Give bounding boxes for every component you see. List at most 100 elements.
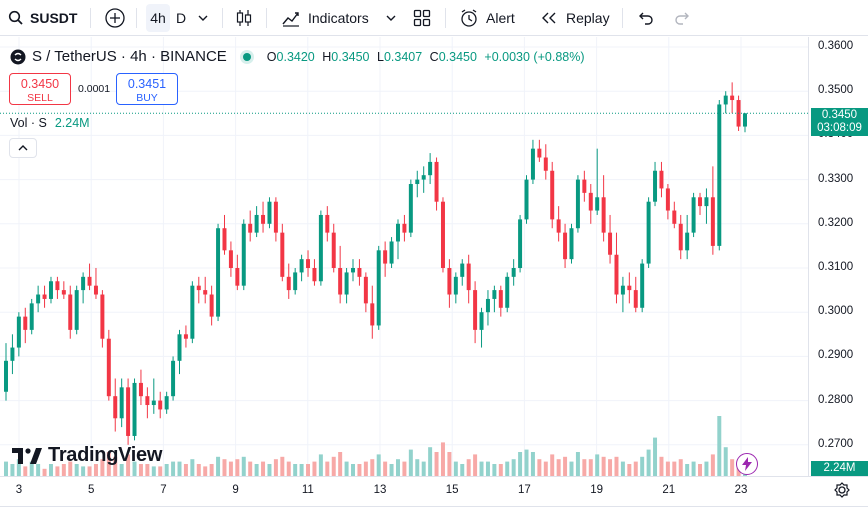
candle-body <box>23 316 28 330</box>
candle-body <box>119 387 124 419</box>
candle-body <box>338 268 343 295</box>
candle-body <box>351 268 356 273</box>
candle-body <box>93 285 98 295</box>
volume-bar <box>582 459 587 476</box>
symbol-search[interactable]: SUSDT <box>8 0 77 36</box>
candle-body <box>61 290 66 295</box>
volume-bar <box>672 461 677 476</box>
volume-bar <box>248 461 253 476</box>
volume-bar <box>601 456 606 476</box>
indicators-button[interactable]: Indicators <box>281 0 369 36</box>
interval-4h-button[interactable]: 4h <box>146 4 170 32</box>
volume-bar <box>440 442 445 476</box>
volume-bar <box>42 468 47 476</box>
volume-bar <box>543 461 548 476</box>
chart-pane[interactable] <box>0 37 808 476</box>
tradingview-logo[interactable]: TradingView <box>12 444 162 467</box>
volume-bar <box>293 464 298 476</box>
indicators-icon <box>282 12 299 27</box>
price-tick-label: 0.2900 <box>818 349 854 362</box>
symbol-logo-icon <box>10 49 26 64</box>
alert-button[interactable]: Alert <box>459 0 515 36</box>
price-tick-label: 0.2800 <box>818 393 854 406</box>
sell-button[interactable]: 0.3450 SELL <box>9 73 71 105</box>
volume-bar <box>23 466 28 476</box>
buy-button[interactable]: 0.3451 BUY <box>116 73 178 105</box>
volume-bar <box>704 461 709 476</box>
candle-body <box>434 161 439 202</box>
replay-button[interactable]: Replay <box>540 0 610 36</box>
volume-bar <box>363 461 368 476</box>
collapse-legend-button[interactable] <box>9 138 37 158</box>
volume-bar <box>640 456 645 476</box>
candle-body <box>530 148 535 180</box>
candle-body <box>575 179 580 229</box>
divider <box>622 8 623 28</box>
time-tick-label: 9 <box>232 484 239 496</box>
candle-body <box>293 272 298 291</box>
volume-bar <box>74 464 79 476</box>
candle-body <box>665 188 670 211</box>
candle-body <box>582 179 587 193</box>
volume-bar <box>325 461 330 476</box>
divider <box>445 8 446 28</box>
lightning-icon <box>742 457 752 471</box>
price-chart[interactable] <box>0 37 808 476</box>
undo-button[interactable] <box>636 0 654 36</box>
candle-body <box>518 219 523 268</box>
volume-bar <box>331 456 336 476</box>
volume-bar <box>447 452 452 476</box>
candle-body <box>389 241 394 264</box>
candle-body <box>614 254 619 295</box>
volume-bar <box>524 449 529 476</box>
volume-bar <box>196 464 201 476</box>
layouts-button[interactable] <box>413 0 431 36</box>
compare-button[interactable] <box>104 0 126 36</box>
volume-bar <box>151 466 156 476</box>
volume-bar <box>61 464 66 476</box>
divider <box>136 8 137 28</box>
candle-body <box>331 232 336 268</box>
interval-d-button[interactable]: D <box>176 10 187 26</box>
sell-price: 0.3450 <box>20 77 60 91</box>
volume-bar <box>235 459 240 476</box>
volume-bar <box>678 459 683 476</box>
symbol-title: S / TetherUS · 4h · BINANCE <box>32 48 227 65</box>
time-tick-label: 17 <box>517 484 531 496</box>
volume-bar <box>595 454 600 476</box>
buy-label: BUY <box>136 92 158 104</box>
candle-body <box>16 316 21 348</box>
volume-bar <box>318 454 323 476</box>
candle-body <box>479 312 484 330</box>
volume-bar <box>138 464 143 476</box>
axis-settings-button[interactable] <box>834 482 850 503</box>
time-axis[interactable] <box>0 476 868 506</box>
price-axis[interactable] <box>808 37 868 476</box>
candle-body <box>710 197 715 246</box>
ohlc-values: O0.3420 H0.3450 L0.3407 C0.3450 +0.0030 … <box>266 49 585 64</box>
volume-bar <box>646 449 651 476</box>
volume-bar <box>299 464 304 476</box>
candle-body <box>132 382 137 436</box>
volume-tag: 2.24M <box>811 461 868 476</box>
candle-body <box>145 396 150 406</box>
candle-body <box>460 263 465 277</box>
volume-bar <box>383 461 388 476</box>
redo-button[interactable] <box>674 0 692 36</box>
interval-dropdown[interactable] <box>197 0 209 36</box>
volume-bar <box>132 461 137 476</box>
layout-grid-icon <box>413 9 431 27</box>
candle-body <box>81 276 86 291</box>
candle-body <box>704 197 709 207</box>
time-tick-label: 11 <box>301 484 314 496</box>
settings-gear-icon <box>834 482 850 498</box>
candle-body <box>402 223 407 233</box>
lightning-button[interactable] <box>736 453 758 475</box>
candle-body <box>633 290 638 308</box>
chart-type-button[interactable] <box>234 0 254 36</box>
candle-body <box>36 294 41 304</box>
volume-bar <box>29 461 34 476</box>
candle-body <box>453 276 458 295</box>
symbol-name: SUSDT <box>30 10 78 26</box>
indicators-dropdown[interactable] <box>385 0 397 36</box>
